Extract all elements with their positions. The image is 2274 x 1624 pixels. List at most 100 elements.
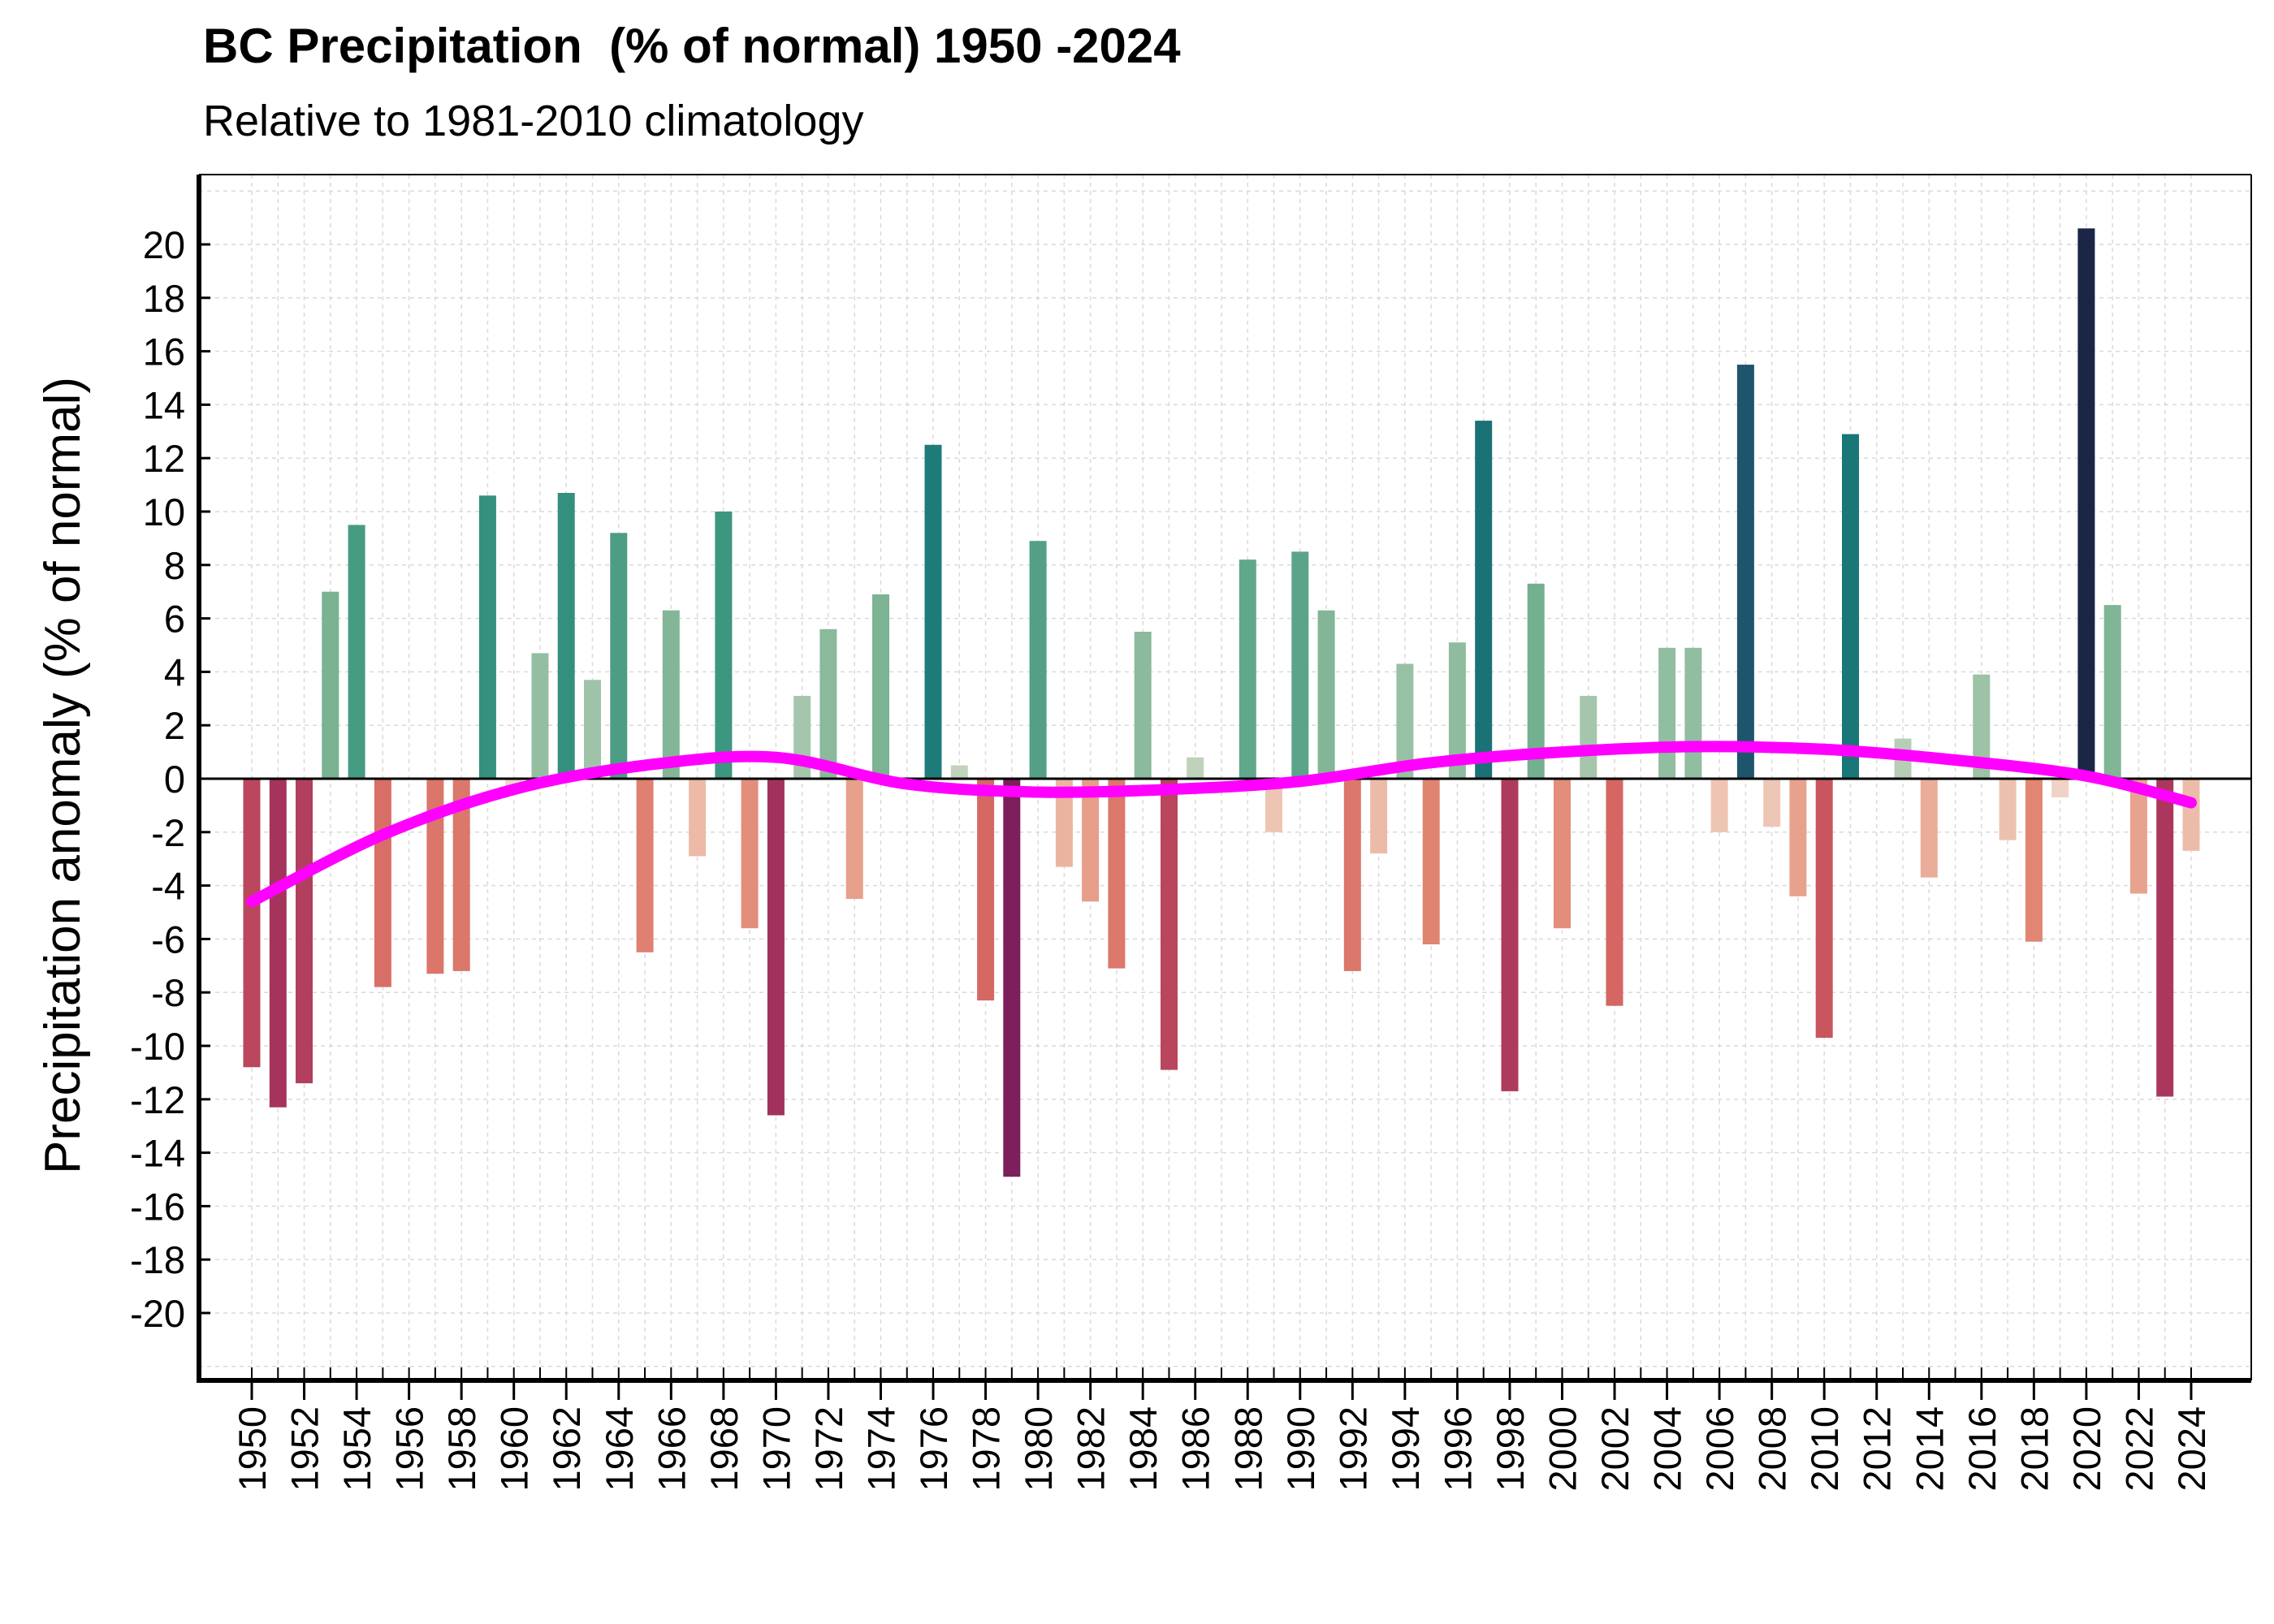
- x-tick-label: 2024: [2170, 1406, 2213, 1492]
- x-tick-label: 2010: [1803, 1406, 1846, 1492]
- bar-2005: [1684, 647, 1702, 779]
- bar-1992: [1343, 779, 1361, 971]
- y-tick-label: -14: [130, 1132, 185, 1175]
- y-tick-label: 18: [143, 277, 185, 320]
- bar-1983: [1108, 779, 1126, 969]
- bar-1997: [1475, 421, 1493, 779]
- bar-1968: [715, 512, 733, 779]
- y-tick-label: 16: [143, 330, 185, 374]
- bar-2011: [1842, 434, 1859, 779]
- x-axis-ticks: 1950 1952 1954 1956 1958 1960 1962 1964 1966 1968…: [231, 1367, 2213, 1492]
- y-tick-label: 2: [164, 704, 185, 747]
- y-tick-label: -4: [151, 865, 185, 908]
- y-tick-label: 20: [143, 223, 185, 266]
- x-tick-label: 2004: [1646, 1406, 1689, 1492]
- bar-1951: [269, 779, 287, 1108]
- bar-1962: [557, 493, 575, 779]
- bars: [243, 228, 2200, 1177]
- x-tick-label: 2002: [1593, 1406, 1636, 1492]
- bar-1980: [1029, 541, 1047, 779]
- bar-2010: [1815, 779, 1833, 1039]
- bar-1998: [1501, 779, 1519, 1091]
- bar-1958: [452, 779, 470, 971]
- bar-1999: [1527, 583, 1545, 779]
- x-tick-label: 1984: [1122, 1406, 1165, 1492]
- bar-1964: [610, 533, 628, 779]
- chart-title: BC Precipitation (% of normal) 1950 -202…: [203, 19, 1181, 73]
- bar-1989: [1265, 779, 1282, 832]
- y-tick-label: -20: [130, 1292, 185, 1335]
- x-tick-label: 1996: [1436, 1406, 1479, 1492]
- x-tick-label: 2014: [1908, 1406, 1951, 1492]
- bar-1953: [322, 591, 339, 779]
- bar-2017: [1999, 779, 2017, 840]
- bar-1994: [1396, 663, 1414, 779]
- bar-1969: [741, 779, 759, 929]
- bar-2021: [2103, 605, 2121, 779]
- bar-2004: [1658, 647, 1676, 779]
- bar-1961: [531, 653, 549, 779]
- bar-1984: [1134, 632, 1152, 779]
- bar-1996: [1448, 642, 1466, 779]
- x-tick-label: 2018: [2012, 1406, 2056, 1492]
- x-tick-label: 1950: [231, 1406, 274, 1492]
- x-tick-label: 1952: [283, 1406, 326, 1492]
- bar-1970: [767, 779, 785, 1116]
- y-tick-label: 12: [143, 437, 185, 480]
- x-tick-label: 1980: [1017, 1406, 1060, 1492]
- bar-2024: [2182, 779, 2200, 851]
- bar-1950: [243, 779, 261, 1068]
- bar-2023: [2156, 779, 2174, 1097]
- x-tick-label: 1954: [335, 1406, 378, 1492]
- bar-1990: [1291, 551, 1309, 779]
- x-tick-label: 1964: [598, 1406, 641, 1492]
- bar-2008: [1763, 779, 1781, 827]
- bar-1957: [426, 779, 444, 974]
- x-tick-label: 1974: [860, 1406, 903, 1492]
- x-tick-label: 1966: [650, 1406, 693, 1492]
- bar-1986: [1187, 757, 1204, 779]
- x-tick-label: 1962: [545, 1406, 588, 1492]
- y-tick-label: -6: [151, 918, 185, 961]
- bar-1993: [1370, 779, 1388, 854]
- bar-1974: [872, 594, 889, 779]
- y-tick-label: 6: [164, 598, 185, 641]
- x-tick-label: 1988: [1226, 1406, 1269, 1492]
- x-tick-label: 2008: [1751, 1406, 1794, 1492]
- bar-2009: [1789, 779, 1807, 896]
- x-tick-label: 1972: [807, 1406, 850, 1492]
- bar-1966: [662, 610, 680, 779]
- y-tick-label: -16: [130, 1185, 185, 1228]
- bar-1991: [1317, 610, 1335, 779]
- y-tick-label: -12: [130, 1078, 185, 1121]
- bar-2002: [1606, 779, 1623, 1006]
- y-tick-label: 0: [164, 758, 185, 801]
- x-tick-label: 1970: [754, 1406, 798, 1492]
- bar-1960: [505, 779, 523, 787]
- y-tick-label: -10: [130, 1025, 185, 1068]
- y-tick-label: 8: [164, 544, 185, 587]
- bar-1955: [374, 779, 391, 987]
- x-tick-label: 2022: [2117, 1406, 2160, 1492]
- y-tick-label: 10: [143, 490, 185, 533]
- bar-2016: [1973, 674, 1991, 779]
- bar-1988: [1239, 559, 1256, 779]
- y-tick-label: 14: [143, 383, 185, 426]
- x-tick-label: 2020: [2065, 1406, 2108, 1492]
- x-tick-label: 1994: [1384, 1406, 1427, 1492]
- y-tick-label: 4: [164, 650, 185, 693]
- bar-1995: [1422, 779, 1440, 944]
- y-axis-ticks: 20181614121086420-2-4-6-8-10-12-14-16-18…: [130, 223, 210, 1335]
- x-tick-label: 2012: [1856, 1406, 1899, 1492]
- bar-1982: [1082, 779, 1100, 902]
- chart-subtitle: Relative to 1981-2010 climatology: [203, 97, 864, 145]
- x-tick-label: 1990: [1279, 1406, 1322, 1492]
- x-tick-label: 2006: [1698, 1406, 1741, 1492]
- x-tick-label: 1992: [1331, 1406, 1374, 1492]
- bar-1973: [845, 779, 863, 899]
- x-tick-label: 1958: [440, 1406, 483, 1492]
- bar-1965: [636, 779, 654, 952]
- bar-1959: [478, 495, 496, 779]
- bar-1954: [348, 525, 365, 779]
